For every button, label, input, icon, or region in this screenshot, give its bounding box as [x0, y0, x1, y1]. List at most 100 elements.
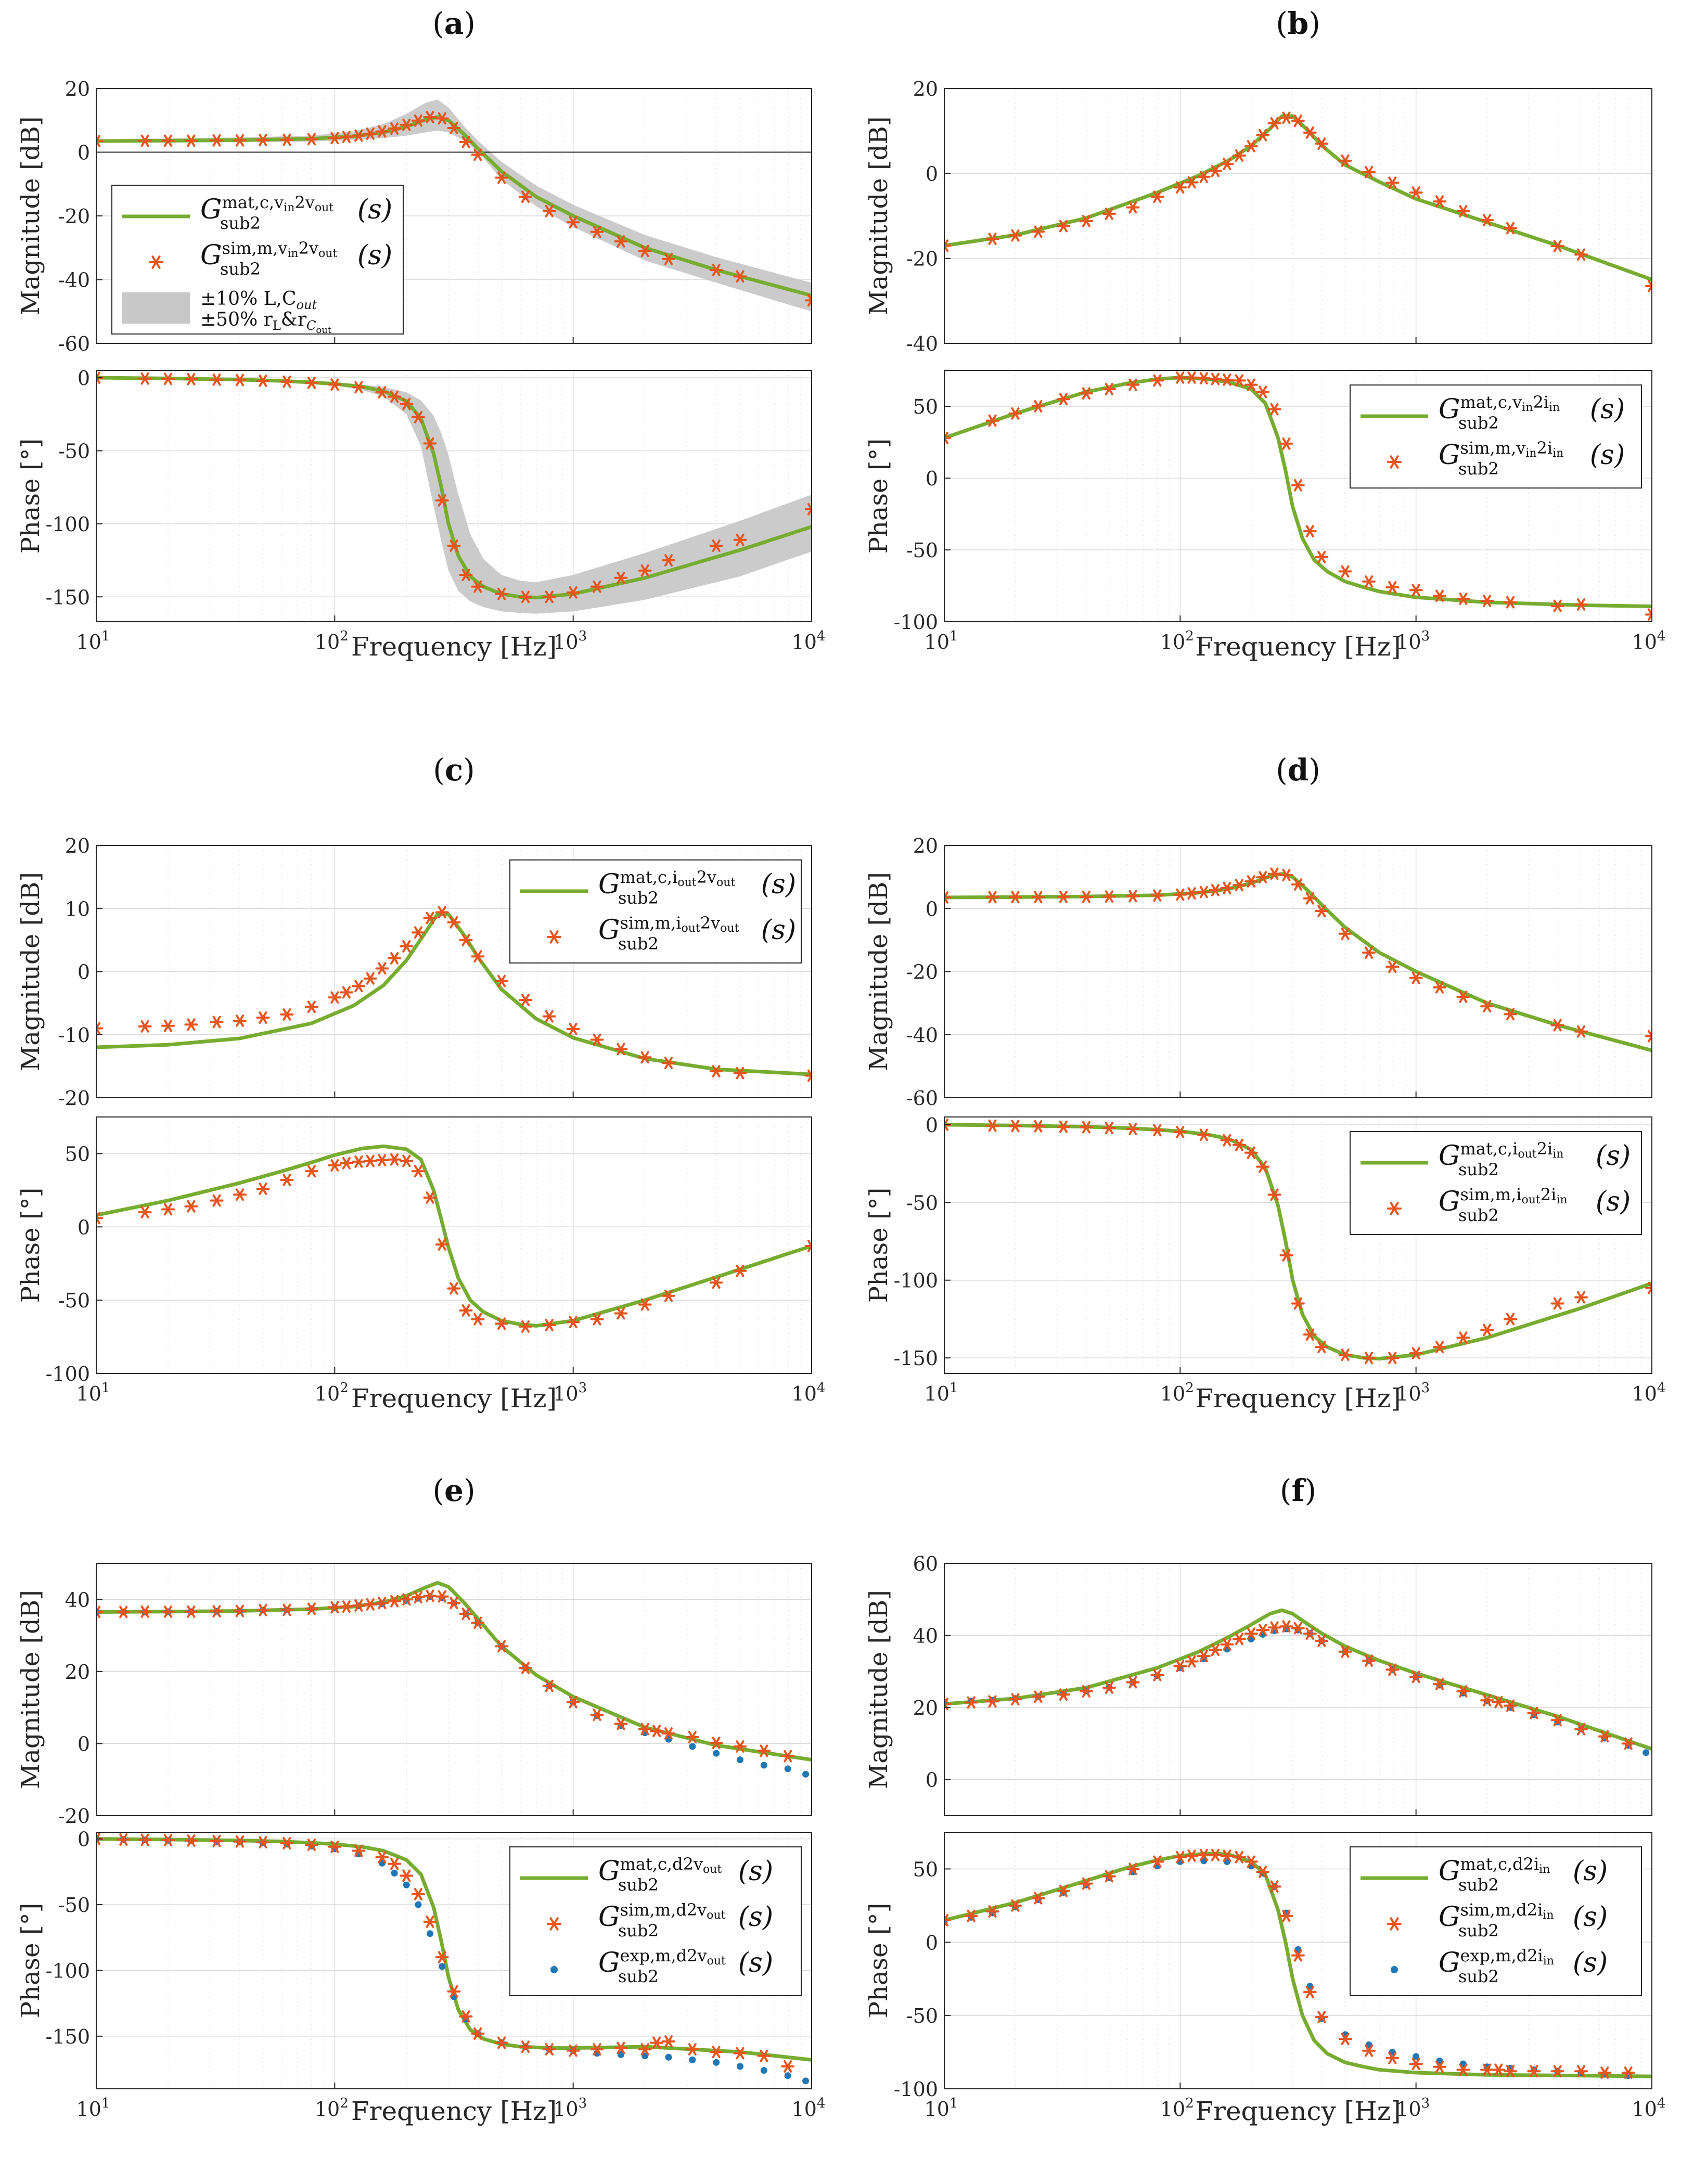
sim-point — [1057, 393, 1071, 406]
sim-point — [709, 2046, 723, 2059]
sim-point — [685, 2043, 699, 2056]
y-tick-label: 0 — [78, 367, 90, 390]
sim-point — [944, 431, 951, 444]
plot-area — [944, 1563, 1652, 1816]
axes-frame — [96, 1563, 812, 1816]
sim-point — [1385, 581, 1400, 594]
sim-point — [985, 1905, 999, 1918]
sim-point — [459, 933, 473, 946]
sim-point — [614, 235, 628, 248]
data-layer — [96, 1581, 812, 1778]
magnitude-axis-label: Magnitude [dB] — [16, 117, 45, 316]
sim-point — [328, 1159, 342, 1172]
sim-point — [375, 1597, 389, 1610]
sim-point — [1303, 525, 1317, 538]
legend-exp-swatch — [550, 1966, 558, 1973]
sim-point — [985, 1119, 999, 1132]
sim-point — [1480, 2063, 1494, 2076]
x-tick-label: 101 — [76, 1380, 110, 1405]
sim-point — [1433, 2060, 1447, 2073]
sim-point — [1057, 890, 1071, 903]
sim-point — [233, 1604, 247, 1617]
sim-point — [423, 111, 437, 124]
y-tick-label: 0 — [926, 1769, 938, 1792]
sim-point — [411, 1591, 425, 1604]
sim-point — [1315, 137, 1329, 150]
sim-point — [1574, 1025, 1588, 1038]
uncertainty-band — [96, 378, 812, 614]
sim-point — [388, 1595, 402, 1608]
sim-point — [1232, 1851, 1246, 1864]
sim-point — [411, 114, 425, 127]
sim-point — [495, 171, 509, 184]
sim-point — [435, 906, 449, 919]
sim-point — [233, 134, 247, 147]
sim-point — [1385, 2051, 1400, 2064]
sim-point — [304, 1165, 318, 1178]
sim-point — [161, 1019, 175, 1032]
sim-point — [1362, 1352, 1376, 1365]
data-layer — [944, 1608, 1652, 1756]
sim-point — [328, 378, 342, 391]
sim-point — [1385, 1352, 1400, 1365]
sim-point — [1504, 1699, 1518, 1712]
sim-point — [138, 1020, 152, 1033]
phase-axis-label: Phase [°] — [16, 1188, 45, 1303]
axes-frame — [944, 88, 1652, 344]
model-curve — [944, 1608, 1652, 1751]
sim-point — [662, 554, 676, 567]
sim-point — [1079, 1685, 1093, 1698]
sim-point — [1527, 1706, 1541, 1719]
y-tick-label: -50 — [58, 1894, 90, 1917]
sim-point — [256, 1011, 270, 1024]
y-tick-label: -20 — [906, 961, 938, 984]
panel-a: (a) 20 0 -20 -40 -60 Magnitude [dB] 0 -50 -100 -15… — [16, 6, 825, 662]
sim-point — [1031, 1892, 1045, 1905]
y-tick-label: 0 — [78, 1828, 90, 1851]
sim-point — [1279, 1249, 1293, 1262]
x-tick-label: 101 — [76, 2096, 110, 2121]
sim-point — [1456, 205, 1470, 217]
sim-point — [1315, 2011, 1329, 2023]
y-tick-label: 20 — [913, 834, 938, 857]
legend-label: Gsim,m,vin​2vout​sub2(s) — [200, 238, 392, 279]
sim-point — [1031, 225, 1045, 238]
sim-point — [1504, 596, 1518, 609]
sim-point — [1079, 1121, 1093, 1134]
sim-point — [210, 134, 224, 147]
sim-point — [1150, 1855, 1164, 1868]
sim-point — [1645, 1030, 1652, 1043]
sim-point — [542, 590, 556, 603]
legend-a: Gmat,c,vin​2vout​sub2(s) Gsim,m,vin​2vout… — [111, 185, 404, 336]
sim-point — [944, 891, 951, 904]
sim-point — [733, 533, 747, 546]
sim-point — [1008, 407, 1022, 420]
sim-point — [1079, 387, 1093, 400]
y-tick-label: 20 — [913, 78, 938, 100]
sim-point — [184, 1200, 198, 1213]
x-tick-label: 104 — [792, 628, 826, 653]
y-tick-label: 60 — [913, 1552, 938, 1575]
sim-point — [1185, 371, 1199, 384]
sim-point — [1279, 1620, 1293, 1633]
sim-point — [280, 1837, 294, 1849]
sim-point — [1244, 378, 1258, 391]
x-tick-label: 102 — [1160, 1380, 1194, 1405]
sim-point — [1492, 1695, 1506, 1708]
exp-point — [760, 2067, 767, 2074]
sim-point — [1102, 1122, 1116, 1135]
sim-point — [614, 571, 628, 584]
sim-point — [1232, 879, 1246, 892]
sim-point — [1267, 1621, 1281, 1634]
sim-point — [138, 1833, 152, 1846]
y-tick-label: 0 — [78, 142, 90, 164]
sim-point — [1102, 1870, 1116, 1883]
sim-point — [542, 2043, 556, 2056]
data-layer — [96, 371, 812, 614]
y-tick-label: -150 — [46, 586, 90, 609]
sim-point — [1008, 891, 1022, 904]
frequency-axis-label: Frequency [Hz] — [1195, 1383, 1401, 1414]
sim-point — [944, 1914, 951, 1926]
sim-point — [1362, 946, 1376, 959]
y-tick-label: -20 — [906, 248, 938, 271]
